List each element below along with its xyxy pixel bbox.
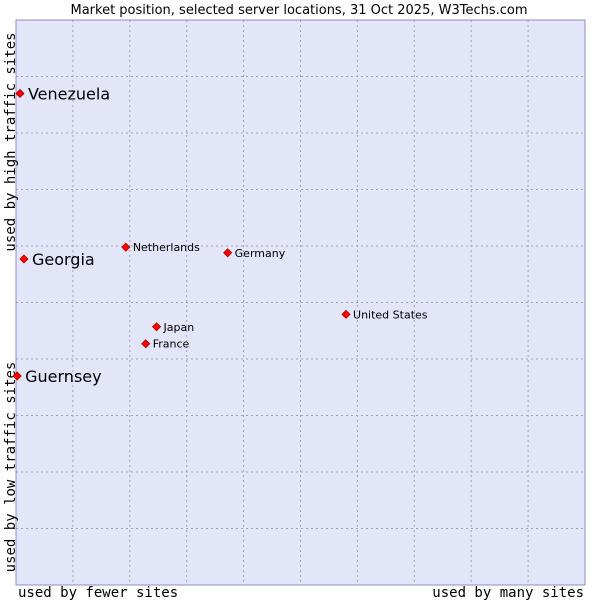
x-axis-label-right: used by many sites [432,585,584,600]
data-points: Venezuela Georgia Guernsey Netherlands Germa… [12,84,428,386]
point-guernsey [12,371,22,381]
x-axis-label-left: used by fewer sites [18,585,178,600]
point-japan [151,322,162,332]
point-france [141,339,151,349]
point-label-georgia: Georgia [32,250,95,269]
point-label-venezuela: Venezuela [28,84,110,103]
point-label-france: France [153,338,190,351]
point-label-japan: Japan [163,321,195,334]
chart-title: Market position, selected server locatio… [70,3,527,18]
point-germany [223,248,233,258]
grid [16,20,585,585]
point-label-united-states: United States [353,308,428,321]
y-axis-label-top: used by high traffic sites [3,32,19,251]
point-venezuela [15,88,25,99]
y-axis-label-bottom: used by low traffic sites [3,362,19,573]
point-label-guernsey: Guernsey [25,367,101,386]
plot-border [15,19,586,586]
point-georgia [19,254,29,264]
point-united-states [341,309,351,319]
point-netherlands [121,242,131,252]
point-label-netherlands: Netherlands [133,241,200,254]
point-label-germany: Germany [235,247,286,260]
